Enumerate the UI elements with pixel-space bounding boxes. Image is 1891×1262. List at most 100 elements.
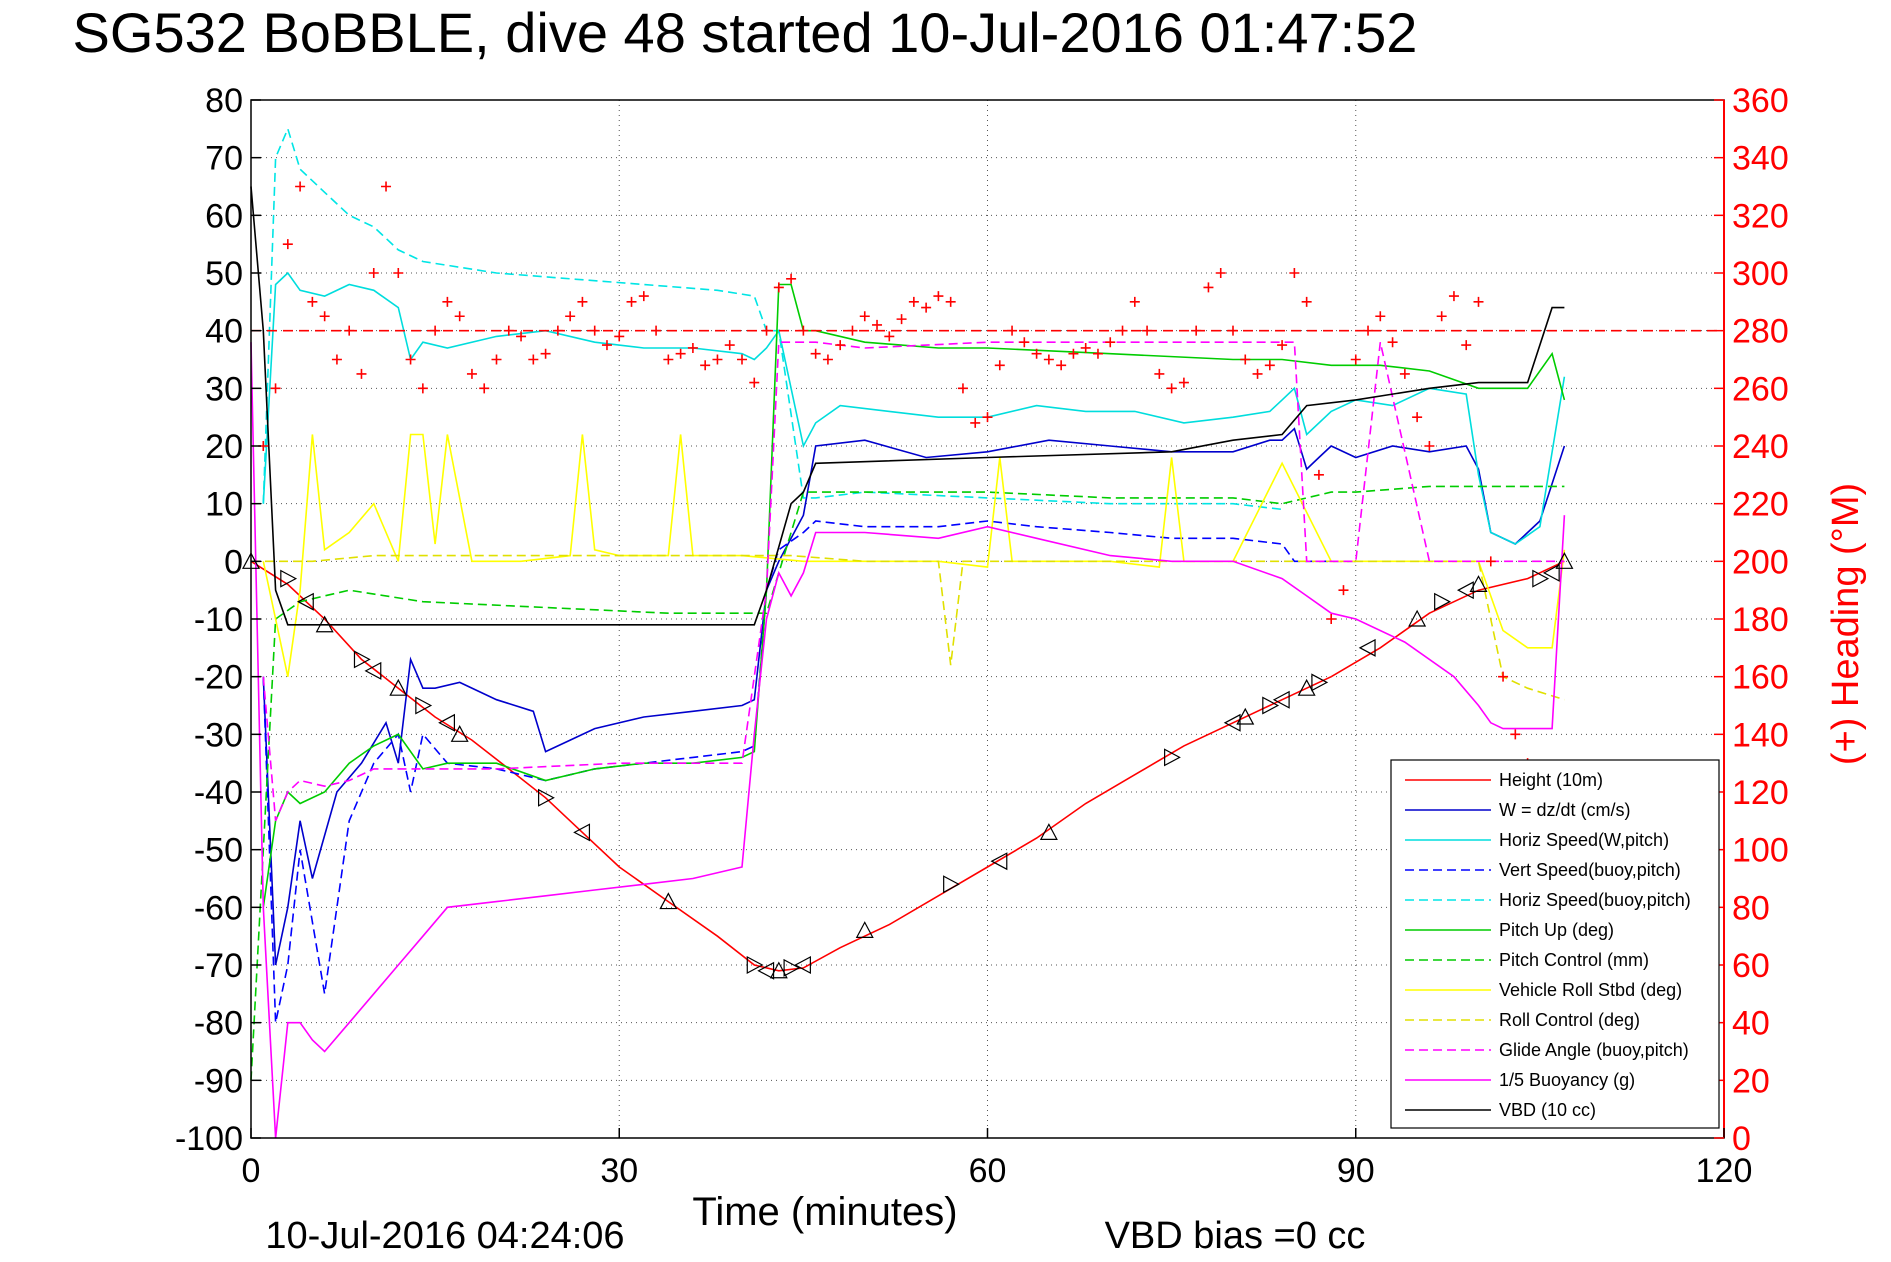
depth-marker	[769, 961, 788, 979]
legend: Height (10m) W = dz/dt (cm/s) Horiz Speed(…	[1390, 759, 1720, 1129]
heading-point	[1301, 296, 1312, 307]
y-tick-label-left: -60	[194, 889, 243, 927]
depth-marker	[1469, 575, 1488, 592]
depth-marker	[389, 678, 408, 696]
heading-point	[663, 354, 674, 365]
heading-point	[1092, 348, 1103, 359]
timestamp-note: 10-Jul-2016 04:24:06	[265, 1215, 624, 1257]
y-tick-label-left: 40	[205, 313, 243, 351]
y-tick-label-left: 30	[205, 370, 243, 408]
heading-point	[921, 302, 932, 313]
depth-marker	[746, 956, 764, 974]
depth-marker	[1311, 673, 1329, 692]
legend-label: Height (10m)	[1499, 770, 1603, 790]
heading-point	[1056, 360, 1067, 371]
y-tick-label-right: 300	[1732, 255, 1789, 293]
heading-point	[1375, 311, 1386, 322]
heading-point	[1178, 377, 1189, 388]
axes	[250, 99, 1725, 1139]
heading-point	[1461, 340, 1472, 351]
heading-point	[822, 354, 833, 365]
legend-box	[1390, 759, 1720, 1129]
heading-point	[1240, 354, 1251, 365]
y-tick-label-right: 280	[1732, 313, 1789, 351]
heading-point	[1142, 325, 1153, 336]
y-tick-label-left: 20	[205, 428, 243, 466]
y-tick-label-right: 140	[1732, 716, 1789, 754]
depth-marker	[659, 892, 678, 910]
depth-marker	[1555, 552, 1574, 569]
heading-point	[393, 268, 404, 278]
legend-label: Vehicle Roll Stbd (deg)	[1499, 980, 1682, 1000]
heading-point	[945, 296, 956, 307]
depth-marker	[573, 823, 591, 842]
heading-point	[368, 268, 379, 278]
heading-point	[1228, 325, 1238, 336]
heading-point	[1387, 337, 1398, 348]
heading-point	[675, 348, 686, 359]
x-tick-label: 120	[1696, 1152, 1753, 1190]
legend-label: Glide Angle (buoy,pitch)	[1499, 1040, 1689, 1060]
heading-point	[1215, 268, 1226, 278]
heading-point	[1338, 585, 1349, 596]
heading-point	[1399, 368, 1410, 379]
heading-point	[1252, 368, 1263, 379]
y-tick-label-left: 60	[205, 197, 243, 235]
heading-point	[737, 354, 747, 365]
y-tick-label-left: -40	[194, 774, 243, 812]
heading-point	[381, 181, 392, 192]
y-tick-label-right: 360	[1732, 82, 1789, 120]
heading-point	[565, 311, 576, 322]
legend-label: Pitch Up (deg)	[1499, 920, 1614, 940]
heading-point	[1105, 337, 1116, 348]
heading-point	[344, 325, 355, 336]
heading-point	[1166, 383, 1177, 394]
heading-point	[540, 348, 551, 359]
chart-title: SG532 BoBBLE, dive 48 started 10-Jul-201…	[73, 1, 1418, 64]
y-tick-label-right: 60	[1732, 947, 1770, 985]
series-line-pitch	[262, 283, 1566, 908]
heading-point	[982, 412, 993, 423]
depth-marker	[415, 696, 433, 715]
heading-point	[307, 296, 318, 307]
series-line-vbd	[250, 186, 1565, 626]
heading-point	[1007, 325, 1018, 336]
legend-label: Pitch Control (mm)	[1499, 950, 1649, 970]
y-tick-label-right: 320	[1732, 197, 1789, 235]
y-tick-label-left: 80	[205, 82, 243, 120]
heading-point	[454, 311, 465, 322]
heading-point	[282, 239, 293, 250]
x-tick-label: 60	[969, 1152, 1007, 1190]
depth-marker	[315, 615, 334, 633]
series-layer	[242, 126, 1724, 1139]
heading-point	[1043, 354, 1054, 365]
heading-point	[1264, 360, 1275, 371]
y-tick-label-left: -50	[194, 832, 243, 870]
y-tick-label-right: 40	[1732, 1005, 1770, 1043]
y-tick-label-left: -100	[175, 1120, 243, 1158]
depth-marker	[855, 921, 874, 938]
x-axis-label: Time (minutes)	[692, 1190, 957, 1234]
series-line-height	[250, 560, 1565, 972]
y-tick-label-right: 180	[1732, 601, 1789, 639]
tick-labels: 0 30 60 90 12080706050403020100-10-20-30-40-…	[175, 82, 1789, 1190]
heading-point	[687, 342, 698, 353]
heading-point	[1129, 296, 1140, 307]
heading-point	[589, 325, 600, 336]
series-line-pitch_ctrl	[250, 485, 1565, 1081]
depth-marker	[1297, 678, 1316, 696]
y-tick-label-left: 10	[205, 486, 243, 524]
heading-point	[1031, 348, 1042, 359]
heading-point	[872, 319, 883, 330]
heading-point	[552, 325, 563, 336]
y-tick-label-left: -90	[194, 1062, 243, 1100]
heading-point	[1412, 412, 1423, 423]
heading-point	[1154, 368, 1165, 379]
heading-point	[1498, 671, 1509, 682]
y-tick-label-left: -10	[194, 601, 243, 639]
heading-point	[1473, 296, 1484, 307]
y-tick-label-right: 80	[1732, 889, 1770, 927]
heading-point	[528, 354, 539, 365]
heading-point	[626, 296, 637, 307]
heading-point	[1485, 556, 1496, 567]
